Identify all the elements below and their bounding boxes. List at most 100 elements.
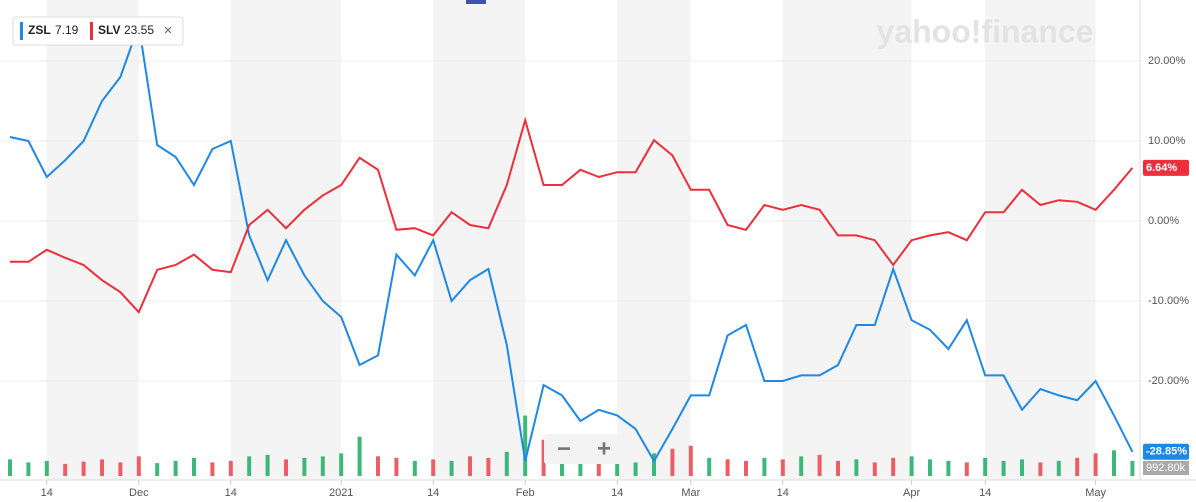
legend-swatch: [20, 22, 23, 40]
x-tick-label: 14: [427, 487, 439, 499]
volume-bar: [578, 457, 583, 476]
volume-bar: [136, 456, 141, 476]
volume-bar: [633, 462, 638, 476]
volume-bar: [799, 456, 804, 476]
volume-bar: [615, 459, 620, 476]
volume-bar: [762, 457, 767, 476]
range-handle[interactable]: [466, 0, 486, 4]
volume-bar: [118, 462, 123, 476]
last-value-label: -28.85%: [1146, 446, 1187, 458]
y-tick-label: 10.00%: [1148, 135, 1186, 147]
legend-name: SLV: [98, 23, 120, 37]
volume-bar: [688, 445, 693, 476]
volume-bar: [560, 454, 564, 476]
last-value-box: [1143, 159, 1189, 176]
volume-bar: [81, 461, 86, 476]
y-tick-label: 0.00%: [1148, 215, 1179, 227]
y-tick-label: -10.00%: [1148, 295, 1189, 307]
zoom-controls: − +: [544, 434, 624, 464]
legend-price: 7.19: [55, 23, 79, 37]
legend: ZSL 7.19 SLV 23.55 ×: [12, 16, 184, 46]
volume-bar: [320, 456, 325, 476]
volume-bar: [504, 451, 509, 476]
x-tick-label: Feb: [516, 487, 535, 499]
volume-bar: [468, 456, 472, 476]
x-tick-label: 14: [41, 487, 53, 499]
volume-bar: [891, 457, 896, 476]
volume-bar: [486, 457, 491, 476]
legend-name: ZSL: [28, 23, 51, 37]
volume-bar: [376, 456, 380, 476]
volume-bar: [928, 459, 932, 476]
legend-box: [12, 16, 184, 46]
volume-bar: [541, 439, 546, 476]
volume-bar: [946, 460, 951, 476]
y-tick-label: 20.00%: [1148, 55, 1186, 67]
volume-bar: [284, 459, 288, 476]
x-tick-label: 14: [777, 487, 789, 499]
x-tick-label: Dec: [129, 487, 149, 499]
zoom-in[interactable]: +: [597, 435, 611, 462]
band: [985, 0, 1096, 480]
legend-price: 23.55: [124, 23, 154, 37]
volume-bar: [63, 463, 68, 476]
band: [46, 0, 139, 480]
volume-bar: [1093, 453, 1098, 476]
volume-bar: [100, 459, 104, 476]
volume-bar: [983, 457, 988, 476]
volume-bar: [854, 459, 859, 476]
series-line: [10, 116, 1134, 315]
volume-bar: [670, 448, 675, 476]
volume-bar: [228, 460, 233, 476]
volume-bar: [192, 457, 196, 476]
band: [433, 0, 526, 480]
bands: [0, 0, 1140, 480]
volume-bar: [596, 460, 601, 476]
volume-bar: [872, 462, 877, 476]
volume-bar: [909, 456, 914, 476]
x-tick-label: 2021: [329, 487, 353, 499]
volume-bar: [173, 460, 178, 476]
band: [782, 0, 912, 480]
zoom-box: [544, 434, 624, 464]
volume-label: 992.80k: [1146, 462, 1186, 474]
volume-bar: [26, 462, 31, 476]
y-tick-label: -20.00%: [1148, 375, 1189, 387]
volume-bar: [449, 460, 454, 476]
x-tick-label: 14: [979, 487, 991, 499]
volume-bar: [44, 460, 49, 476]
series-line: [9, 24, 1134, 464]
x-tick-label: 14: [611, 487, 623, 499]
volume-bar: [247, 456, 252, 476]
volume-bar: [357, 436, 362, 476]
volume-bar: [817, 454, 822, 476]
volume-bar: [836, 460, 840, 476]
volume-bar: [652, 453, 656, 476]
volume-bar: [431, 459, 436, 476]
close-button[interactable]: ×: [164, 22, 173, 39]
zoom-out[interactable]: −: [557, 435, 571, 462]
volume-label-box: [1143, 461, 1189, 475]
volume-bar: [964, 462, 969, 476]
x-tick-label: 14: [225, 487, 237, 499]
legend-swatch: [90, 22, 93, 40]
volume-bar: [265, 454, 270, 476]
volume-bar: [725, 459, 730, 476]
volume-bar: [210, 462, 215, 476]
volume-bar: [744, 460, 748, 476]
volume-bar: [707, 457, 712, 476]
x-tick-label: Apr: [903, 487, 920, 499]
volume-bar: [302, 457, 307, 476]
volume-bar: [1056, 460, 1061, 476]
band: [617, 0, 691, 480]
volume-bar: [1020, 459, 1024, 476]
watermark: yahoo!finance: [877, 13, 1094, 49]
volume-bar: [394, 457, 399, 476]
volume-bar: [1075, 457, 1080, 476]
last-value-box: [1143, 443, 1189, 460]
volume-bar: [780, 459, 785, 476]
volume-bar: [339, 453, 344, 476]
volume-bar: [1038, 462, 1043, 476]
volume-bar: [8, 459, 12, 476]
